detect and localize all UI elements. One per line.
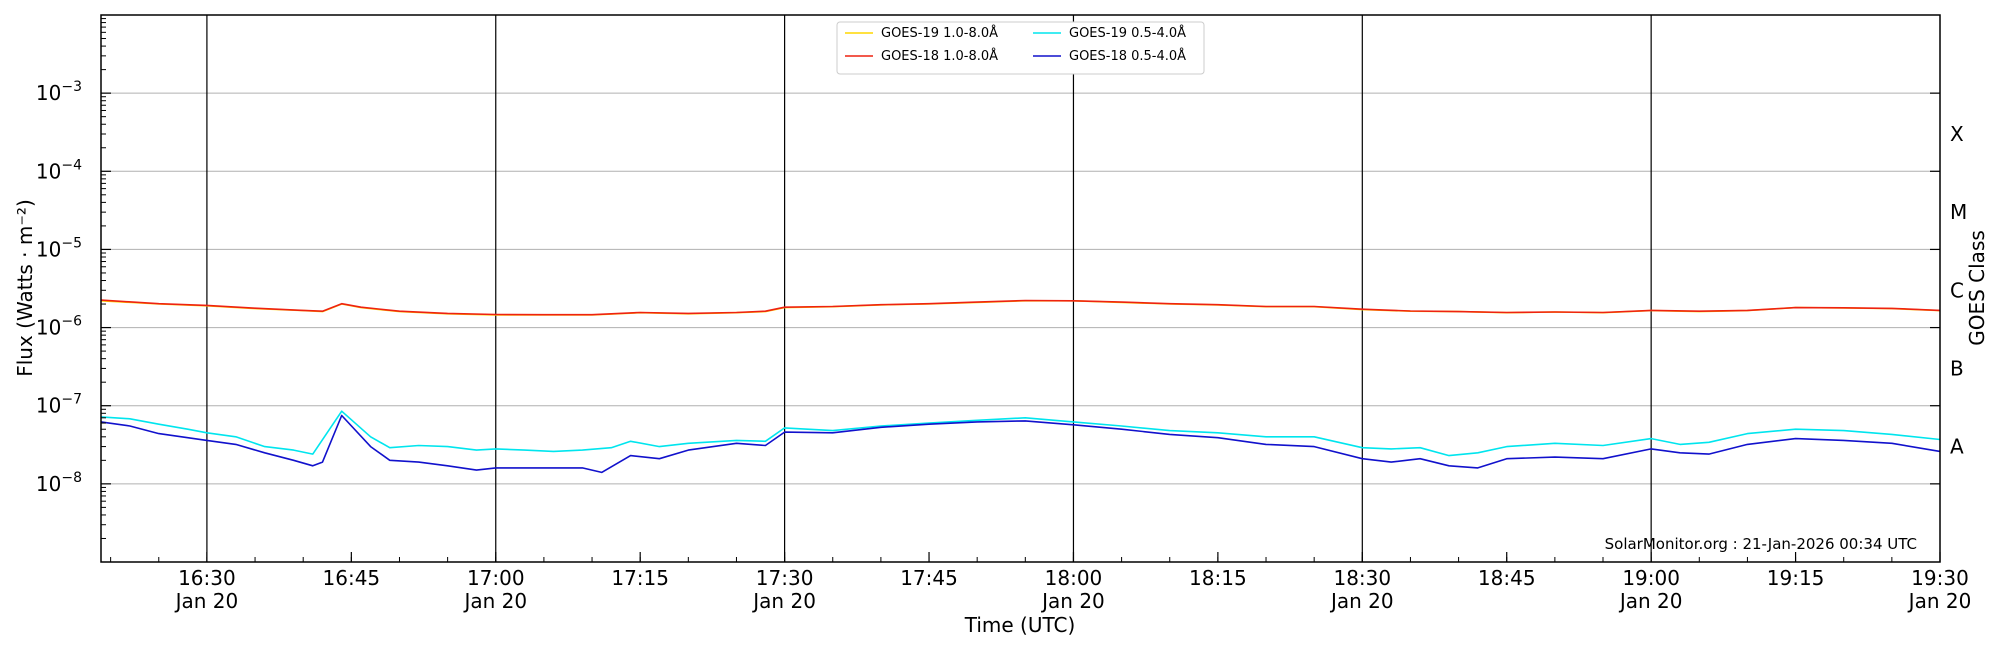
- y-tick-exponent: −7: [61, 392, 82, 408]
- x-tick-label: 17:00: [467, 566, 525, 590]
- y-axis-title: Flux (Watts · m⁻²): [13, 199, 37, 377]
- plot-frame: [100, 14, 1941, 563]
- y-tick-label: 10−5: [36, 235, 82, 261]
- y-tick-label: 10−3: [36, 79, 82, 105]
- legend-label: GOES-19 0.5-4.0Å: [1069, 25, 1186, 41]
- series-line-4: [100, 414, 1941, 474]
- y-tick-base: 10: [36, 472, 61, 496]
- series-line-3: [100, 410, 1941, 457]
- y-tick-base: 10: [36, 237, 61, 261]
- x-tick-label: 18:30: [1333, 566, 1391, 590]
- x-axis-title: Time (UTC): [964, 613, 1076, 637]
- y-tick-exponent: −4: [61, 157, 82, 173]
- y-tick-exponent: −8: [61, 470, 82, 486]
- y-tick-label: 10−6: [36, 314, 82, 340]
- y-tick-exponent: −5: [61, 235, 82, 251]
- x-tick-label: 16:30: [178, 566, 236, 590]
- x-tick-label: 18:45: [1478, 566, 1536, 590]
- grid-layer: [101, 15, 1940, 562]
- x-tick-label: 17:15: [611, 566, 669, 590]
- x-tick-date-label: Jan 20: [1907, 589, 1972, 613]
- y2-axis-title: GOES Class: [1965, 230, 1989, 346]
- y-tick-label: 10−4: [36, 157, 82, 183]
- x-tick-date-label: Jan 20: [1618, 589, 1683, 613]
- x-tick-label: 17:30: [756, 566, 814, 590]
- y-tick-base: 10: [36, 159, 61, 183]
- x-tick-label: 16:45: [323, 566, 381, 590]
- goes-class-label: C: [1950, 278, 1964, 302]
- watermark-text: SolarMonitor.org : 21-Jan-2026 00:34 UTC: [1605, 535, 1917, 553]
- legend: GOES-19 1.0-8.0Å GOES-18 1.0-8.0Å GOES-19 …: [836, 21, 1205, 75]
- y-tick-label: 10−7: [36, 392, 82, 418]
- x-tick-label: 18:00: [1045, 566, 1103, 590]
- x-tick-date-label: Jan 20: [462, 589, 527, 613]
- legend-label: GOES-19 1.0-8.0Å: [881, 25, 998, 41]
- x-tick-date-label: Jan 20: [174, 589, 239, 613]
- y-tick-exponent: −6: [61, 314, 82, 330]
- goes-class-label: M: [1950, 200, 1967, 224]
- x-tick-label: 19:00: [1622, 566, 1680, 590]
- legend-box: [836, 21, 1205, 75]
- x-tick-date-label: Jan 20: [751, 589, 816, 613]
- series-layer: [100, 299, 1941, 474]
- y-tick-base: 10: [36, 316, 61, 340]
- x-tick-date-label: Jan 20: [1329, 589, 1394, 613]
- goes-class-label: X: [1950, 122, 1964, 146]
- x-tick-label: 17:45: [900, 566, 958, 590]
- series-line-2: [100, 299, 1941, 316]
- goes-class-label: A: [1950, 435, 1964, 459]
- x-tick-label: 19:30: [1911, 566, 1969, 590]
- y-tick-exponent: −3: [61, 79, 82, 95]
- legend-label: GOES-18 1.0-8.0Å: [881, 48, 998, 64]
- goes-class-label: B: [1950, 356, 1964, 380]
- legend-label: GOES-18 0.5-4.0Å: [1069, 48, 1186, 64]
- x-tick-label: 19:15: [1767, 566, 1825, 590]
- y-tick-label: 10−8: [36, 470, 82, 496]
- y-tick-base: 10: [36, 394, 61, 418]
- x-tick-date-label: Jan 20: [1040, 589, 1105, 613]
- x-tick-label: 18:15: [1189, 566, 1247, 590]
- y-tick-base: 10: [36, 81, 61, 105]
